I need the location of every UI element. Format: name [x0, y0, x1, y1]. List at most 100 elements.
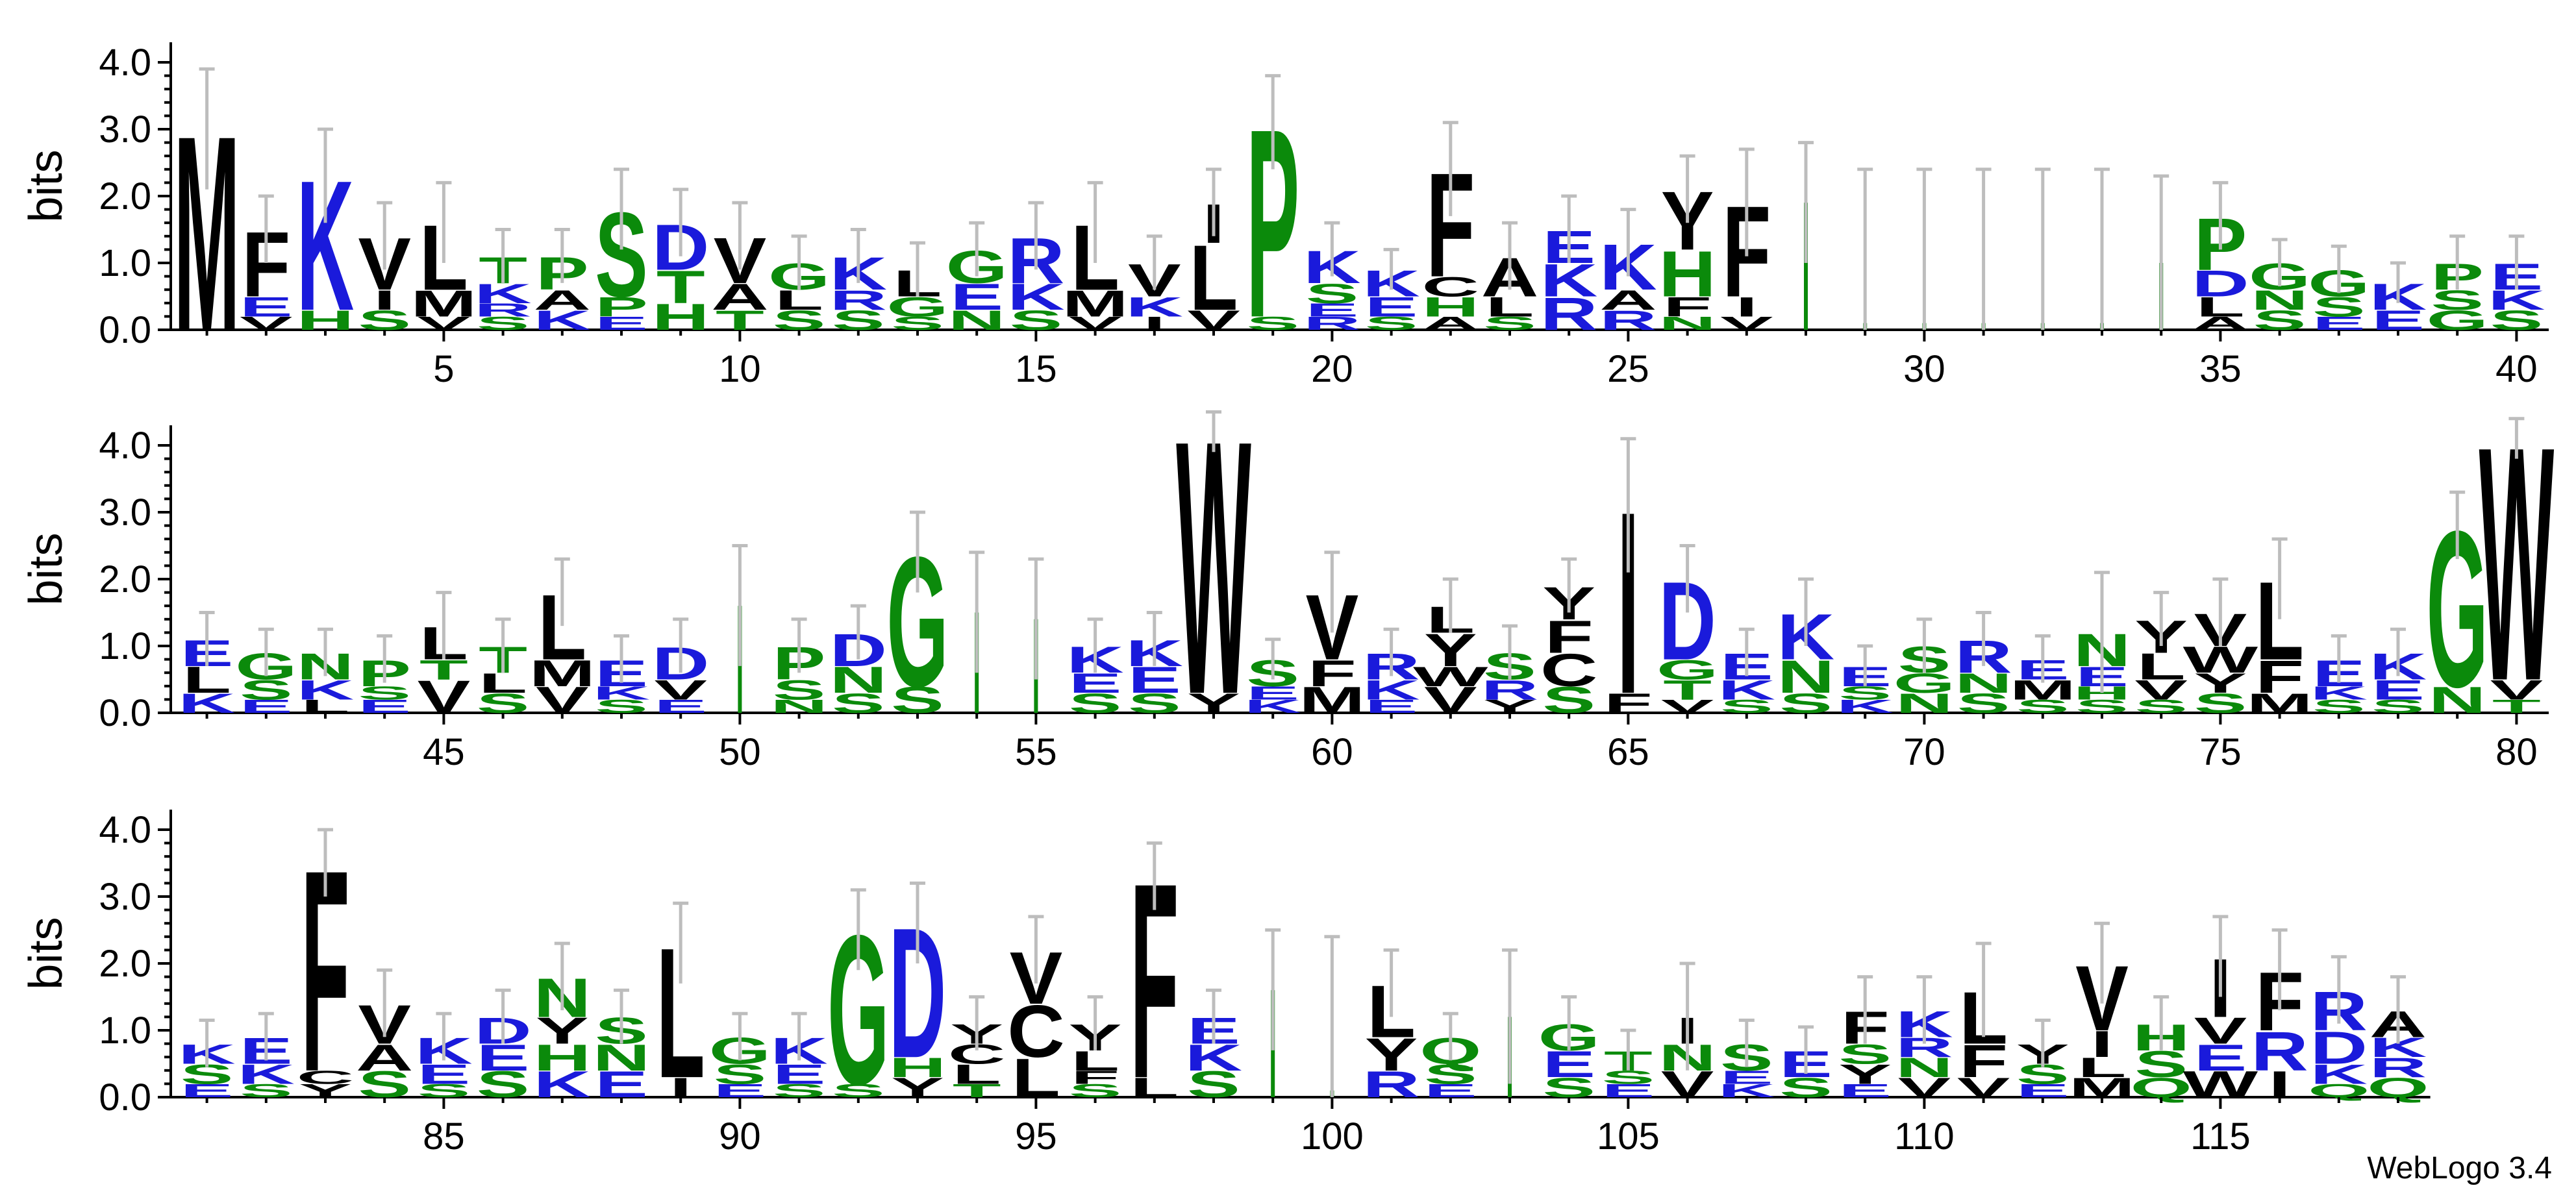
logo-column-45: VTL — [418, 591, 470, 723]
letter-W: W — [2183, 639, 2259, 680]
letter-E: E — [773, 1059, 826, 1090]
x-tick-label: 80 — [2495, 731, 2538, 773]
logo-column-53: SG — [886, 510, 949, 726]
logo-column-116: IRF — [2251, 928, 2308, 1106]
x-tick-label: 50 — [719, 731, 761, 773]
x-tick-label: 40 — [2495, 348, 2538, 390]
letter-I: I — [2091, 1024, 2113, 1065]
logo-column-59: KES — [1244, 638, 1301, 717]
logo-column-108: SE — [1779, 1025, 1832, 1103]
logo-column-68: SNK — [1777, 577, 1834, 719]
logo-column-107: KES — [1718, 1019, 1775, 1101]
y-tick-label: 1.0 — [99, 242, 151, 284]
x-tick-label: 115 — [2190, 1115, 2250, 1158]
letter-D: D — [2310, 1022, 2368, 1074]
logo-column-98: SKE — [1185, 988, 1242, 1106]
logo-column-9: HTD — [652, 188, 709, 338]
logo-column-47: VML — [529, 557, 595, 721]
logo-column-80: TVW — [2479, 377, 2555, 750]
logo-column-90: ESG — [709, 1011, 771, 1101]
logo-column-12: SRK — [830, 228, 887, 336]
letter-R: R — [2251, 1021, 2308, 1083]
logo-column-77: SKE — [2310, 634, 2368, 717]
letter-K: K — [1540, 254, 1597, 306]
logo-column-3: HK — [297, 127, 354, 349]
logo-column-69: KSE — [1836, 644, 1894, 717]
logo-column-63: YRS — [1481, 624, 1538, 717]
y-tick-label: 3.0 — [99, 491, 151, 534]
x-tick-label: 5 — [433, 348, 454, 390]
logo-column-42: ESG — [235, 627, 297, 717]
letter-H: H — [889, 1052, 946, 1084]
y-tick-label: 0.0 — [99, 1076, 151, 1119]
weblogo-credit: WebLogo 3.4 — [2367, 1151, 2552, 1185]
letter-F: F — [1071, 1067, 1119, 1088]
letter-S: S — [1838, 1039, 1892, 1070]
letter-E: E — [950, 277, 1003, 317]
logo-column-72: SME — [2010, 634, 2076, 717]
letter-E: E — [1542, 1044, 1595, 1085]
logo-column-111: VFL — [1957, 941, 2010, 1103]
logo-column-40: SKE — [2488, 234, 2545, 336]
logo-column-30 — [1916, 167, 1932, 330]
letter-L: L — [2137, 647, 2186, 688]
letter-L: L — [1190, 226, 1238, 330]
logo-column-10: TAV — [711, 201, 769, 336]
logo-column-56: SEK — [1066, 617, 1124, 719]
logo-column-16: VML — [1062, 180, 1129, 334]
logo-column-46: SLT — [477, 617, 529, 719]
logo-column-13: SGL — [886, 241, 949, 334]
letter-M: M — [1062, 283, 1129, 324]
logo-column-100 — [1324, 935, 1340, 1097]
letter-I: I — [373, 285, 395, 316]
x-tick-label: 30 — [1903, 348, 1945, 390]
logo-column-91: SEK — [770, 1011, 828, 1101]
logo-column-86: SED — [474, 988, 532, 1106]
x-tick-label: 70 — [1903, 731, 1945, 773]
x-tick-label: 100 — [1301, 1115, 1364, 1158]
logo-column-54 — [969, 551, 985, 713]
logo-column-67: SKE — [1718, 627, 1775, 717]
y-tick-label: 1.0 — [99, 625, 151, 667]
letter-E: E — [1128, 660, 1181, 700]
logo-column-29 — [1857, 167, 1873, 330]
letter-L: L — [1486, 291, 1534, 323]
logo-column-5: VML — [410, 180, 477, 334]
letter-K: K — [474, 278, 531, 309]
letter-Y: Y — [536, 1011, 589, 1052]
logo-column-17: IKV — [1126, 234, 1183, 334]
letter-E: E — [240, 291, 293, 323]
logo-column-55 — [1028, 557, 1044, 713]
logo-column-85: SEK — [415, 1011, 473, 1101]
letter-K: K — [1185, 1037, 1242, 1078]
logo-column-32 — [2034, 167, 2051, 330]
logo-column-61: EKR — [1362, 627, 1420, 717]
letter-H: H — [534, 1037, 591, 1078]
letter-T: T — [657, 262, 705, 314]
letter-N: N — [830, 660, 887, 700]
letter-P: P — [595, 291, 648, 323]
x-tick-label: 65 — [1607, 731, 1649, 773]
letter-E: E — [1306, 300, 1359, 321]
logo-column-104: SEG — [1538, 995, 1600, 1103]
logo-column-31 — [1975, 167, 1992, 330]
logo-column-11: SLG — [768, 234, 830, 336]
logo-column-34 — [2153, 174, 2170, 330]
logo-column-101: RYL — [1362, 948, 1420, 1106]
letter-R: R — [2370, 1052, 2427, 1084]
x-tick-label: 60 — [1311, 731, 1353, 773]
logo-column-79: NG — [2427, 484, 2488, 734]
logo-column-37: ESG — [2308, 244, 2370, 334]
